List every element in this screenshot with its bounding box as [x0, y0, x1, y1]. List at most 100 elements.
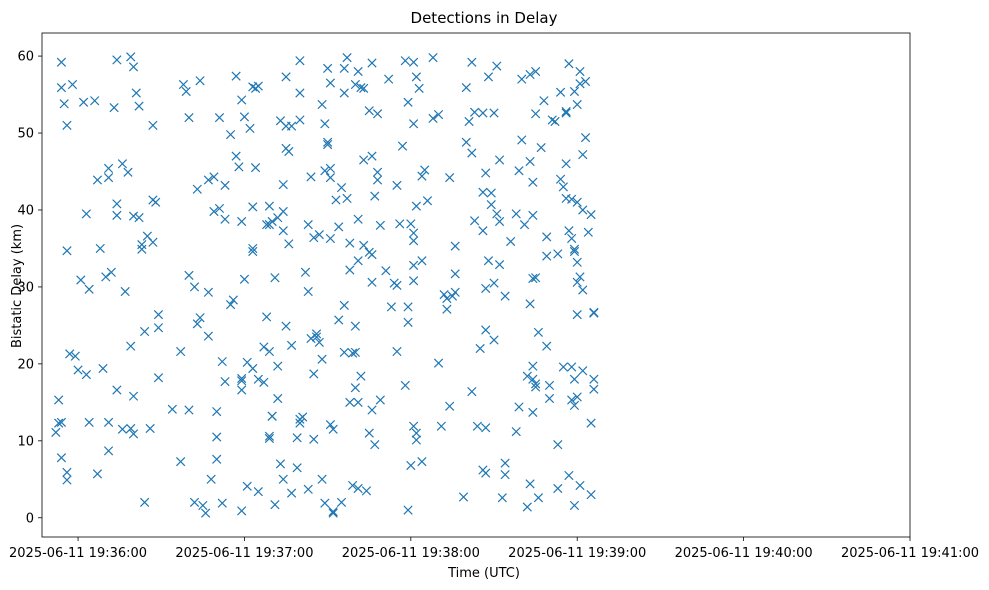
y-axis-label: Bistatic Delay (km) [10, 224, 25, 348]
data-point [214, 113, 225, 123]
data-point [245, 123, 255, 134]
data-point [433, 358, 444, 368]
data-point [517, 74, 527, 84]
data-point [278, 179, 288, 190]
data-point [181, 86, 191, 97]
data-point [575, 480, 585, 491]
data-point [494, 216, 505, 227]
data-point [203, 175, 214, 185]
data-point [478, 187, 488, 197]
data-point [267, 216, 277, 227]
data-point [403, 97, 413, 107]
data-point [450, 287, 460, 297]
data-point [447, 291, 458, 301]
data-point [286, 340, 297, 351]
data-point [148, 237, 158, 247]
data-point [569, 246, 580, 257]
data-point [84, 284, 94, 294]
data-point [139, 497, 150, 507]
data-point [406, 460, 416, 471]
data-point [478, 108, 488, 118]
data-point [514, 402, 524, 412]
data-point [228, 295, 238, 305]
data-point [589, 374, 599, 384]
data-point [239, 112, 250, 122]
data-point [98, 363, 108, 374]
data-point [253, 486, 263, 497]
y-tick-label: 60 [17, 50, 34, 65]
data-point [273, 393, 283, 404]
data-point [428, 113, 438, 124]
data-point [372, 167, 383, 177]
data-point [270, 273, 280, 283]
data-point [198, 500, 208, 511]
data-point [481, 325, 491, 335]
data-point [167, 404, 177, 414]
y-tick-label: 50 [17, 127, 34, 142]
data-point [403, 302, 413, 312]
data-point [303, 219, 313, 230]
data-point [569, 244, 580, 254]
data-point [489, 278, 499, 288]
x-tick-label: 2025-06-11 19:39:00 [508, 546, 646, 561]
data-point [325, 78, 336, 88]
data-point [461, 83, 471, 93]
data-point [500, 458, 510, 468]
data-point [411, 72, 422, 82]
x-axis: 2025-06-11 19:36:00 2025-06-11 19:37:00 20… [9, 537, 979, 561]
data-point [103, 173, 114, 183]
data-point [203, 287, 214, 297]
data-point [51, 427, 61, 437]
data-point [225, 299, 236, 310]
data-point [148, 120, 158, 130]
data-point [525, 299, 535, 309]
data-point [558, 362, 568, 372]
data-point [555, 174, 566, 184]
x-tick-label: 2025-06-11 19:38:00 [342, 546, 480, 561]
data-point [250, 163, 261, 173]
data-point [359, 155, 369, 165]
data-point [237, 373, 247, 384]
data-point [248, 243, 258, 254]
data-point [372, 109, 383, 119]
data-point [367, 277, 377, 287]
data-point [345, 265, 355, 275]
data-point [306, 172, 316, 182]
data-point [192, 184, 202, 194]
data-point [106, 267, 116, 277]
data-point [325, 420, 336, 430]
data-point [528, 374, 538, 384]
data-point [364, 428, 374, 438]
data-point [528, 407, 538, 417]
data-point [572, 392, 582, 402]
data-point [314, 229, 324, 240]
data-point [580, 76, 591, 87]
data-point [92, 469, 103, 479]
data-point [117, 424, 128, 434]
data-point [489, 335, 499, 345]
y-tick-label: 30 [17, 280, 34, 295]
data-point [84, 417, 94, 427]
data-point [411, 428, 422, 438]
data-point [528, 210, 538, 220]
data-point [575, 79, 585, 89]
data-point [281, 72, 291, 82]
data-point [411, 201, 422, 211]
data-point [564, 470, 574, 481]
data-point [253, 374, 263, 384]
data-point [578, 205, 588, 215]
data-point [123, 167, 133, 177]
data-point [553, 249, 563, 259]
data-point [400, 380, 410, 391]
data-point [345, 397, 355, 407]
data-point [320, 498, 330, 508]
data-point [153, 309, 164, 320]
data-point [151, 197, 161, 207]
data-point [392, 346, 402, 357]
data-point [128, 429, 139, 439]
data-point [436, 421, 446, 431]
data-point [572, 197, 582, 207]
data-point [112, 199, 122, 209]
data-point [569, 86, 580, 97]
data-point [81, 209, 91, 219]
